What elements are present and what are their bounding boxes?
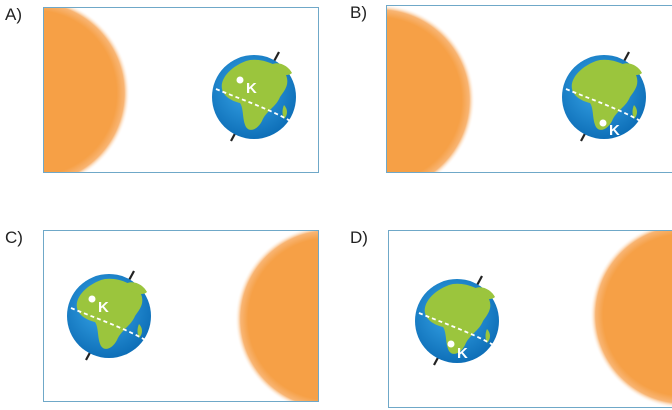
option-b-panel[interactable]: K	[386, 5, 672, 173]
sun	[590, 231, 672, 407]
point-k: K	[447, 340, 468, 362]
point-k: K	[599, 119, 620, 139]
earth	[67, 270, 151, 361]
option-c-panel[interactable]: K	[43, 230, 319, 402]
point-k-label: K	[457, 345, 468, 362]
earth	[415, 275, 499, 366]
option-b-label: B)	[350, 3, 367, 22]
sun	[387, 6, 475, 172]
option-a-label: A)	[5, 5, 22, 24]
point-k: K	[88, 295, 109, 316]
point-k: K	[236, 76, 257, 97]
sun	[235, 231, 318, 401]
option-d-label: D)	[350, 228, 368, 247]
point-k-label: K	[609, 122, 620, 139]
option-a-panel[interactable]: K	[43, 7, 319, 173]
point-k-label: K	[98, 299, 109, 316]
point-k-label: K	[246, 80, 257, 97]
option-c-label: C)	[5, 228, 23, 247]
sun	[44, 8, 130, 172]
earth	[562, 51, 646, 142]
option-d-panel[interactable]: K	[388, 230, 672, 408]
